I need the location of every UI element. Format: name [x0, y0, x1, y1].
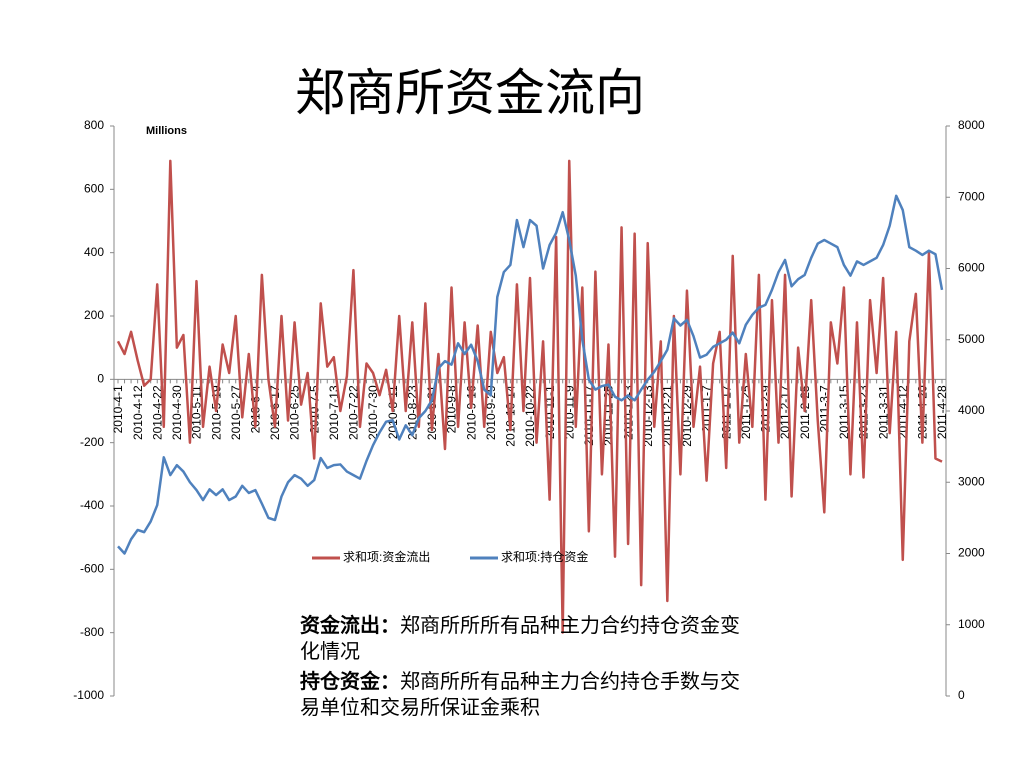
y2-tick-label: 8000 — [958, 118, 985, 132]
y-tick-label: 800 — [84, 118, 104, 132]
y2-tick-label: 5000 — [958, 332, 985, 346]
series-line — [117, 194, 944, 555]
y2-tick-label: 4000 — [958, 403, 985, 417]
y-tick-label: -1000 — [73, 688, 104, 702]
y-unit: Millions — [146, 125, 187, 137]
x-tick-label: 2010-9-29 — [484, 385, 498, 440]
y-tick-label: 200 — [84, 308, 104, 322]
note: 持仓资金：郑商所所有品种主力合约持仓手数与交易单位和交易所保证金乘积 — [300, 668, 750, 720]
x-tick-label: 2010-6-25 — [288, 385, 302, 440]
chart-title: 郑商所资金流向 — [295, 64, 645, 122]
y-tick-label: -600 — [80, 562, 104, 576]
x-tick-label: 2011-2-9 — [759, 385, 773, 432]
note-label: 资金流出： — [300, 613, 400, 637]
y2-tick-label: 1000 — [958, 617, 985, 631]
note-label: 持仓资金： — [300, 669, 400, 693]
x-tick-label: 2010-5-11 — [190, 385, 204, 439]
x-tick-label: 2010-9-16 — [464, 385, 478, 440]
x-tick-label: 2010-5-19 — [209, 385, 223, 440]
x-tick-label: 2010-7-30 — [366, 385, 380, 440]
x-tick-label: 2010-12-3 — [621, 385, 635, 440]
x-tick-label: 2011-4-28 — [935, 385, 949, 439]
x-tick-label: 2010-4-30 — [170, 385, 184, 440]
y-tick-label: 400 — [84, 245, 104, 259]
legend-label: 求和项:资金流出 — [343, 549, 430, 564]
series-line — [116, 159, 943, 634]
x-tick-label: 2010-7-13 — [327, 385, 341, 440]
x-tick-label: 2010-4-12 — [131, 385, 145, 440]
y2-tick-label: 0 — [958, 688, 965, 702]
y2-tick-label: 6000 — [958, 261, 985, 275]
notes: 资金流出：郑商所所所有品种主力合约持仓资金变化情况 持仓资金：郑商所所有品种主力… — [300, 612, 750, 724]
y-tick-label: -200 — [80, 435, 104, 449]
y-tick-label: 600 — [84, 182, 104, 196]
y-tick-label: -400 — [80, 498, 104, 512]
x-tick-label: 2010-4-22 — [150, 385, 164, 440]
x-tick-label: 2010-4-1 — [111, 385, 125, 433]
y2-tick-label: 7000 — [958, 189, 985, 203]
note-text: 郑商所所有品种主力合约持仓手数与交易单位和交易所保证金乘积 — [300, 669, 740, 719]
y2-tick-label: 2000 — [958, 546, 985, 560]
y-tick-label: 0 — [97, 372, 104, 386]
y2-tick-label: 3000 — [958, 474, 985, 488]
note-text: 郑商所所所有品种主力合约持仓资金变化情况 — [300, 613, 740, 663]
x-tick-label: 2011-3-31 — [876, 385, 890, 439]
y-tick-label: -800 — [80, 625, 104, 639]
x-tick-label: 2010-7-22 — [347, 385, 361, 440]
note: 资金流出：郑商所所所有品种主力合约持仓资金变化情况 — [300, 612, 750, 664]
x-tick-label: 2010-5-27 — [229, 385, 243, 440]
legend-label: 求和项:持仓资金 — [501, 549, 588, 564]
